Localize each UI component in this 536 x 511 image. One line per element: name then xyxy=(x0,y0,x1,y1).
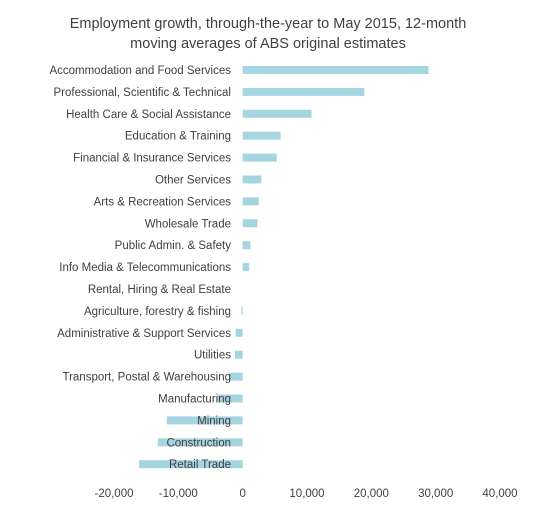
category-label: Accommodation and Food Services xyxy=(49,65,231,77)
category-label: Rental, Hiring & Real Estate xyxy=(88,284,231,296)
category-label: Manufacturing xyxy=(158,394,231,406)
chart-title-line-1: Employment growth, through-the-year to M… xyxy=(69,16,467,32)
bar-6 xyxy=(242,175,262,184)
bar-18 xyxy=(157,438,243,447)
x-tick-label: -20,000 xyxy=(94,488,133,500)
x-tick-label: 0 xyxy=(239,488,245,500)
category-label: Health Care & Social Assistance xyxy=(66,109,231,121)
bar-17 xyxy=(166,416,243,425)
category-label: Info Media & Telecommunications xyxy=(59,262,231,274)
bar-19 xyxy=(139,460,243,469)
bar-14 xyxy=(234,350,243,359)
bar-12 xyxy=(241,306,243,315)
category-label: Professional, Scientific & Technical xyxy=(54,87,232,99)
x-tick-label: 40,000 xyxy=(482,488,517,500)
category-label: Wholesale Trade xyxy=(145,218,231,230)
bar-8 xyxy=(242,219,258,228)
category-label: Administrative & Support Services xyxy=(57,328,231,340)
bar-10 xyxy=(242,263,250,272)
category-label: Construction xyxy=(166,437,231,449)
x-tick-label: -10,000 xyxy=(159,488,198,500)
category-label: Transport, Postal & Warehousing xyxy=(62,372,231,384)
x-tick-label: 10,000 xyxy=(289,488,324,500)
x-tick-label: 20,000 xyxy=(354,488,389,500)
category-label: Arts & Recreation Services xyxy=(94,196,232,208)
bar-5 xyxy=(242,153,277,162)
category-label: Mining xyxy=(197,415,231,427)
category-label: Retail Trade xyxy=(169,459,231,471)
bar-4 xyxy=(242,131,281,140)
category-label: Education & Training xyxy=(125,131,231,143)
category-label: Other Services xyxy=(155,175,231,187)
bar-1 xyxy=(242,66,429,74)
category-label: Financial & Insurance Services xyxy=(73,153,231,165)
category-label: Utilities xyxy=(194,350,231,362)
bar-2 xyxy=(242,87,365,96)
bar-15 xyxy=(229,372,243,381)
x-tick-label: 30,000 xyxy=(418,488,453,500)
bar-13 xyxy=(235,328,243,337)
chart-title-line-2: moving averages of ABS original estimate… xyxy=(130,36,406,52)
category-label: Public Admin. & Safety xyxy=(115,240,232,252)
bar-7 xyxy=(242,197,259,206)
category-label: Agriculture, forestry & fishing xyxy=(84,306,231,318)
bar-9 xyxy=(242,241,251,250)
bar-16 xyxy=(217,394,243,403)
bar-3 xyxy=(242,109,312,118)
